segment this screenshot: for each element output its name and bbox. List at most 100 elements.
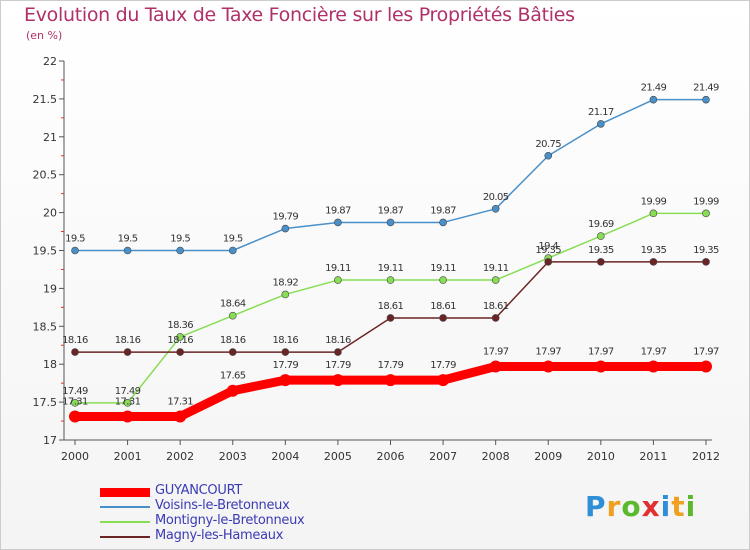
data-label: 20.05 bbox=[483, 192, 509, 203]
data-label: 19.11 bbox=[378, 263, 404, 274]
data-label: 18.61 bbox=[483, 301, 509, 312]
logo-letter: x bbox=[641, 490, 661, 523]
y-tick-label: 17.5 bbox=[33, 396, 58, 409]
data-point bbox=[702, 258, 710, 266]
data-label: 19.69 bbox=[588, 219, 614, 230]
y-tick-label: 21.5 bbox=[33, 93, 58, 106]
y-tick-label: 20.5 bbox=[33, 169, 58, 182]
data-point bbox=[597, 258, 605, 266]
data-point bbox=[491, 314, 500, 322]
legend-label: Voisins-le-Bretonneux bbox=[155, 498, 290, 513]
data-point bbox=[226, 384, 239, 397]
data-label: 18.16 bbox=[220, 335, 246, 346]
chart-title: Evolution du Taux de Taxe Foncière sur l… bbox=[24, 4, 575, 26]
x-tick-label: 2010 bbox=[587, 450, 615, 463]
legend-swatch bbox=[100, 487, 150, 497]
x-tick-label: 2004 bbox=[271, 450, 299, 463]
data-label: 17.49 bbox=[115, 386, 141, 397]
data-point bbox=[334, 348, 342, 356]
data-point bbox=[437, 374, 450, 387]
x-tick-label: 2007 bbox=[429, 450, 457, 463]
data-point bbox=[439, 218, 447, 227]
data-point bbox=[123, 348, 132, 356]
data-point bbox=[281, 348, 290, 356]
data-label: 17.97 bbox=[641, 346, 667, 357]
data-point bbox=[334, 276, 342, 284]
data-point bbox=[491, 205, 500, 213]
logo-letter: r bbox=[606, 490, 622, 523]
data-label: 17.97 bbox=[535, 346, 561, 357]
data-point bbox=[439, 276, 447, 284]
data-point bbox=[386, 276, 395, 284]
y-tick-label: 19 bbox=[43, 282, 57, 295]
data-label: 18.64 bbox=[220, 299, 246, 310]
data-point bbox=[281, 290, 290, 299]
logo-letter: P bbox=[585, 490, 607, 523]
data-point bbox=[123, 399, 132, 407]
data-label: 19.87 bbox=[325, 205, 351, 216]
y-tick-label: 21 bbox=[43, 131, 57, 144]
proxiti-logo[interactable]: Proxiti bbox=[585, 490, 696, 523]
x-tick-label: 2003 bbox=[219, 450, 247, 463]
data-label: 17.97 bbox=[483, 346, 509, 357]
y-tick-label: 18.5 bbox=[33, 320, 58, 333]
data-point bbox=[386, 218, 395, 227]
series-line-guyancourt bbox=[75, 361, 706, 422]
y-tick-label: 20 bbox=[43, 207, 57, 220]
data-point bbox=[491, 276, 500, 284]
data-point bbox=[331, 374, 344, 387]
data-point bbox=[542, 360, 555, 373]
data-point bbox=[228, 348, 237, 356]
data-label: 17.79 bbox=[378, 360, 404, 371]
legend-label: GUYANCOURT bbox=[155, 483, 242, 498]
data-point bbox=[176, 348, 184, 356]
data-point bbox=[702, 95, 710, 104]
data-point bbox=[71, 246, 79, 255]
data-point bbox=[176, 333, 184, 341]
data-point bbox=[649, 95, 658, 104]
data-label: 17.31 bbox=[167, 397, 193, 408]
data-label: 19.79 bbox=[273, 212, 299, 223]
data-label: 17.65 bbox=[220, 371, 246, 382]
data-label: 21.49 bbox=[641, 83, 667, 94]
logo-letter: i bbox=[685, 490, 697, 523]
logo-letter: i bbox=[660, 490, 672, 523]
x-tick-label: 2008 bbox=[482, 450, 510, 463]
legend-swatch bbox=[100, 506, 150, 508]
data-label: 19.4 bbox=[538, 241, 558, 252]
data-point bbox=[279, 374, 292, 387]
data-label: 19.11 bbox=[430, 263, 456, 274]
logo-letter: t bbox=[671, 490, 686, 523]
data-point bbox=[544, 258, 553, 266]
data-label: 18.61 bbox=[430, 301, 456, 312]
data-point bbox=[597, 120, 605, 128]
data-label: 17.49 bbox=[62, 386, 88, 397]
y-axis-unit: (en %) bbox=[26, 29, 63, 42]
data-point bbox=[123, 246, 132, 255]
data-label: 19.87 bbox=[378, 205, 404, 216]
data-point bbox=[649, 258, 658, 266]
data-label: 17.79 bbox=[325, 360, 351, 371]
data-point bbox=[594, 360, 607, 373]
data-point bbox=[281, 224, 290, 233]
data-label: 19.35 bbox=[693, 245, 719, 256]
data-label: 19.5 bbox=[223, 234, 243, 245]
data-point bbox=[489, 360, 502, 373]
data-label: 19.11 bbox=[483, 263, 509, 274]
x-tick-label: 2006 bbox=[377, 450, 405, 463]
data-point bbox=[597, 232, 605, 240]
y-tick-label: 22 bbox=[43, 55, 57, 68]
x-tick-label: 2000 bbox=[61, 450, 89, 463]
data-label: 19.87 bbox=[430, 205, 456, 216]
data-label: 20.75 bbox=[535, 139, 561, 150]
data-label: 18.16 bbox=[325, 335, 351, 346]
data-point bbox=[384, 374, 397, 387]
data-label: 17.97 bbox=[693, 346, 719, 357]
data-point bbox=[334, 218, 342, 227]
data-point bbox=[700, 360, 712, 373]
data-label: 17.79 bbox=[273, 360, 299, 371]
data-label: 18.16 bbox=[167, 335, 193, 346]
data-point bbox=[71, 348, 79, 356]
